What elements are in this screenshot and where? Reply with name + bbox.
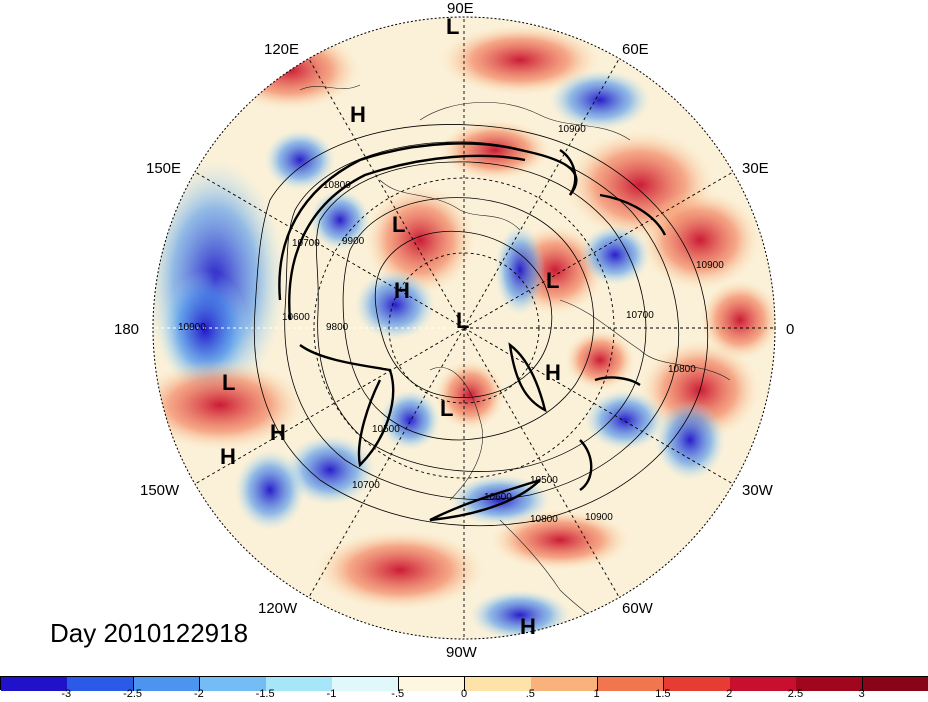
colorbar-segment bbox=[332, 677, 400, 691]
contour-label: 10900 bbox=[696, 260, 724, 271]
low-center-marker: L bbox=[546, 268, 559, 293]
colorbar-segment bbox=[862, 677, 928, 691]
colorbar-segment bbox=[531, 677, 599, 691]
colorbar-tick-label: -2 bbox=[193, 688, 204, 700]
lon-label-150e: 150E bbox=[146, 160, 181, 177]
colorbar-tick-label: 3 bbox=[858, 688, 865, 700]
high-center-marker: H bbox=[270, 420, 286, 445]
contour-label: 9800 bbox=[326, 322, 349, 333]
contour-label: 10900 bbox=[558, 124, 586, 135]
contour-label: 10500 bbox=[530, 475, 558, 486]
colorbar-segment bbox=[199, 677, 267, 691]
contour-label: 10700 bbox=[352, 480, 380, 491]
lon-label-180: 180 bbox=[114, 321, 139, 338]
high-center-marker: H bbox=[350, 102, 366, 127]
colorbar-tick-label: 1.5 bbox=[655, 688, 671, 700]
contour-label: 10600 bbox=[282, 312, 310, 323]
high-center-marker: H bbox=[545, 360, 561, 385]
colorbar-tick-label: 2.5 bbox=[787, 688, 804, 700]
high-center-marker: H bbox=[520, 614, 536, 639]
contour-label: 10600 bbox=[484, 492, 512, 503]
high-center-marker: H bbox=[394, 278, 410, 303]
lon-label-90w: 90W bbox=[446, 644, 478, 661]
colorbar-segment bbox=[465, 677, 532, 691]
height-contours bbox=[253, 124, 709, 527]
contour-label: 9900 bbox=[342, 236, 365, 247]
lon-label-150w: 150W bbox=[140, 482, 180, 499]
jet-contours bbox=[278, 142, 667, 522]
lon-label-90e: 90E bbox=[447, 0, 474, 17]
day-label: Day 2010122918 bbox=[50, 618, 249, 648]
colorbar-segment bbox=[398, 677, 466, 691]
colorbar-tick-label: 2 bbox=[726, 688, 733, 700]
graticule bbox=[153, 17, 775, 639]
contour-label: 10800 bbox=[323, 180, 351, 191]
colorbar-tick-label: -1.5 bbox=[255, 688, 275, 700]
colorbar-tick-label: -2.5 bbox=[123, 688, 143, 700]
contour-label: 10900 bbox=[178, 322, 206, 333]
coastlines bbox=[299, 84, 731, 639]
colorbar-segment bbox=[266, 677, 333, 691]
lon-label-120e: 120E bbox=[264, 41, 299, 58]
contour-label: 10500 bbox=[372, 424, 400, 435]
colorbar-segment bbox=[133, 677, 201, 691]
lon-label-60e: 60E bbox=[622, 41, 649, 58]
contour-label: 10900 bbox=[585, 512, 613, 523]
low-center-marker: L bbox=[392, 212, 405, 237]
low-center-marker: L bbox=[456, 308, 469, 333]
colorbar-segment bbox=[663, 677, 731, 691]
map-boundary bbox=[152, 16, 776, 640]
colorbar bbox=[0, 676, 928, 691]
colorbar-segment bbox=[1, 677, 68, 691]
lon-label-30e: 30E bbox=[742, 160, 769, 177]
anomaly-field bbox=[153, 17, 775, 639]
colorbar-tick-label: .5 bbox=[525, 688, 535, 700]
low-center-marker: L bbox=[440, 396, 453, 421]
low-center-marker: L bbox=[222, 370, 235, 395]
colorbar-segment bbox=[796, 677, 864, 691]
colorbar-tick-label: 0 bbox=[460, 688, 468, 700]
colorbar-tick-label: 1 bbox=[593, 688, 600, 700]
high-center-marker: H bbox=[220, 444, 236, 469]
colorbar-tick-label: -.5 bbox=[391, 688, 405, 700]
lon-label-0: 0 bbox=[786, 321, 794, 338]
lon-label-60w: 60W bbox=[622, 600, 654, 617]
contour-label: 10800 bbox=[530, 514, 558, 525]
contour-label: 10800 bbox=[668, 364, 696, 375]
colorbar-tick-label: -1 bbox=[326, 688, 337, 700]
contour-label: 10700 bbox=[292, 238, 320, 249]
lon-label-30w: 30W bbox=[742, 482, 774, 499]
colorbar-tick-label: -3 bbox=[61, 688, 72, 700]
lon-label-120w: 120W bbox=[258, 600, 298, 617]
contour-label: 10700 bbox=[626, 310, 654, 321]
low-center-marker: L bbox=[446, 14, 459, 39]
